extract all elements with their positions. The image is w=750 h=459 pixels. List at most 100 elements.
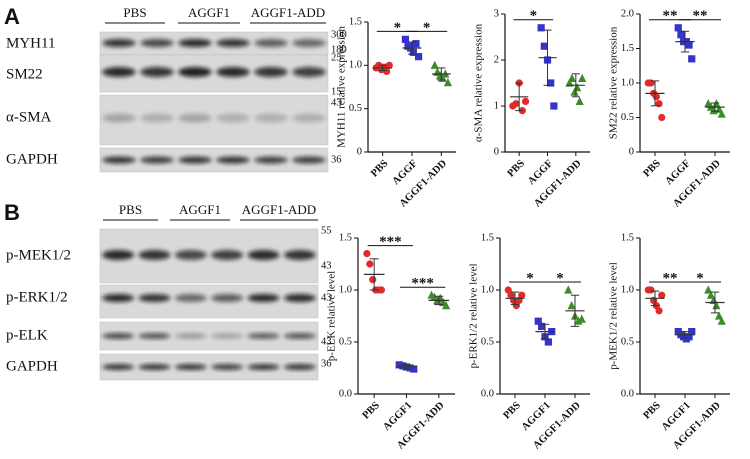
y-tick-label: 1.0 [481,284,494,295]
y-tick-label: 0.0 [621,388,634,399]
data-point [647,286,655,294]
blot-band [138,250,171,260]
blot-band [283,294,316,302]
data-point [385,61,393,69]
y-axis-label: α-SMA relative expression [473,23,485,142]
blot-band [211,364,244,370]
blot-band [247,333,280,339]
blot-band [174,364,207,370]
y-tick-label: 1 [494,100,499,111]
blot-band [138,294,171,302]
blot-strip [99,353,319,381]
significance-label: * [423,20,431,36]
blot-band [102,113,136,123]
data-point [658,113,666,122]
mw-marker: 36 [321,358,332,369]
panel-letter: A [4,4,20,29]
blot-row-label: GAPDH [6,151,58,167]
data-point [540,42,548,50]
data-point [534,317,542,325]
mw-marker: 36 [331,154,342,165]
lane-group-label: PBS [119,202,142,217]
blot-band [178,156,212,164]
y-tick-label: 1.0 [621,284,634,295]
data-point [573,83,582,92]
mw-marker: 43 [331,97,342,108]
blot-band [102,250,135,260]
blot-band [216,67,250,77]
data-point [430,60,439,69]
data-point [415,53,423,61]
data-point [706,290,716,299]
data-point [401,35,409,43]
data-point [406,364,414,372]
y-tick-label: 0.0 [481,388,494,399]
data-point [685,41,693,49]
blot-band [174,250,207,260]
blot-band [138,364,171,370]
blot-band [283,333,316,339]
y-tick-label: 1.0 [339,284,352,295]
blot-row-label: MYH11 [6,35,55,51]
blot-row-label: p-MEK1/2 [6,247,71,263]
data-point [674,24,682,32]
data-point [714,311,724,320]
blot-band [140,39,174,47]
blot-band [211,333,244,339]
data-point [717,316,726,325]
x-tick-label: PBS [641,158,663,180]
blot-band [292,39,326,47]
data-point [655,307,663,315]
y-tick-label: 1.5 [621,43,634,54]
blot-band [102,67,136,77]
mw-marker: 25 [331,52,342,63]
blot-band [102,39,136,47]
significance-label: *** [379,234,402,250]
significance-label: *** [411,276,434,292]
blot-band [292,113,326,123]
blot-band [178,67,212,77]
blot-band [211,294,244,302]
blot-row-label: p-ERK1/2 [6,289,68,305]
blot-band [216,113,250,123]
data-point [410,365,418,373]
significance-label: * [556,270,564,286]
lane-group-label: AGGF1-ADD [251,5,325,20]
y-tick-label: 0.5 [621,112,634,123]
y-tick-label: 2 [494,54,499,65]
blot-band [247,250,280,260]
blot-strip [99,228,319,284]
significance-label: ** [693,8,708,24]
blot-band [283,364,316,370]
blot-row-label: GAPDH [6,358,58,374]
data-point [575,96,584,105]
blot-band [247,294,280,302]
blot-band [211,250,244,260]
y-tick-label: 1.5 [621,232,634,243]
y-tick-label: 0 [629,146,634,157]
x-tick-label: PBS [506,158,528,180]
data-point [685,333,693,341]
blot-row-label: SM22 [6,66,43,82]
data-point [363,250,371,258]
mw-marker: 55 [321,225,332,236]
blot-row-label: α-SMA [6,109,52,125]
significance-label: * [526,270,534,286]
blot-band [102,364,135,370]
data-point [688,55,696,63]
blot-band [102,294,135,302]
blot-band [254,67,288,77]
data-point [717,109,726,118]
x-tick-label: AGGF [664,158,693,187]
data-point [442,301,451,310]
data-point [570,87,579,96]
data-point [658,291,666,299]
blot-band [216,156,250,164]
blot-band [178,39,212,47]
blot-band [178,113,212,123]
x-tick-label: PBS [641,400,663,422]
mw-marker: 43 [321,260,332,271]
data-point [565,78,574,87]
data-point [538,322,546,330]
y-tick-label: 1.5 [481,232,494,243]
